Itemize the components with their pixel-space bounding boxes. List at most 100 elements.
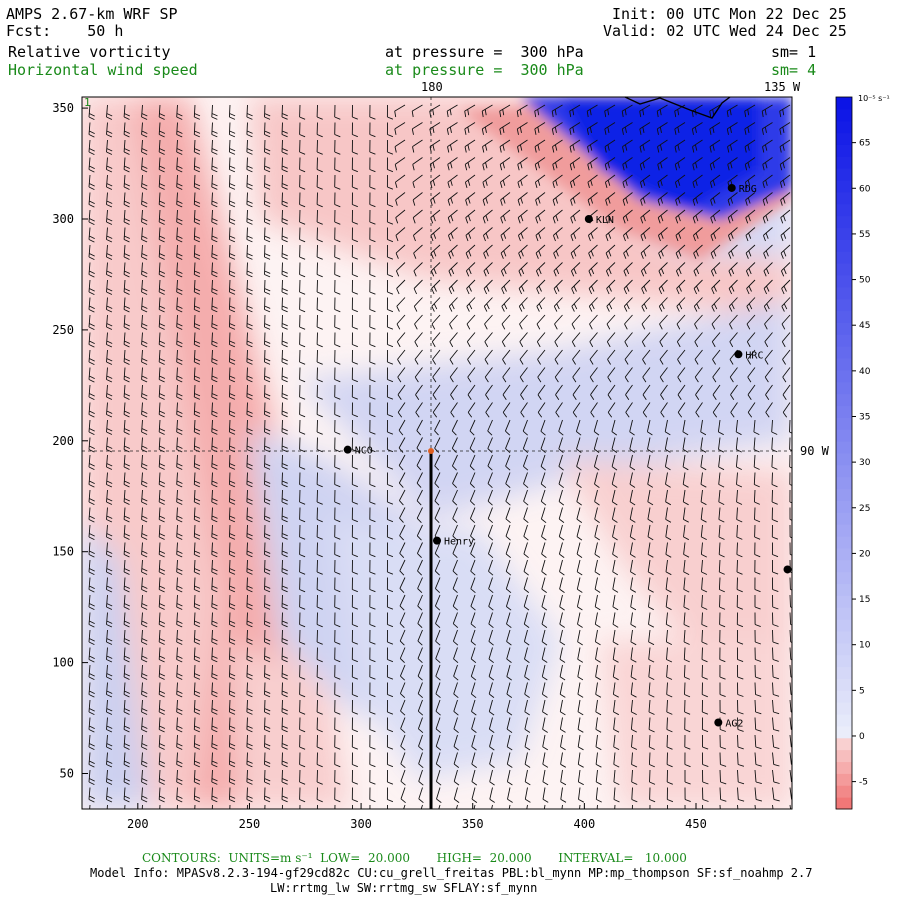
wind-barb	[657, 157, 668, 171]
wind-barb	[482, 139, 493, 153]
wind-barb	[431, 314, 441, 330]
wind-barb	[629, 524, 636, 541]
wind-barb	[281, 787, 288, 803]
wind-barb	[141, 682, 148, 698]
wind-barb	[106, 384, 113, 400]
wind-barb	[611, 454, 618, 471]
wind-barb	[141, 489, 148, 505]
wind-barb	[611, 472, 618, 488]
wind-barb	[123, 367, 130, 383]
wind-barb	[737, 804, 739, 809]
wind-barb	[612, 559, 619, 576]
wind-barb	[517, 192, 528, 206]
wind-barb	[369, 209, 376, 225]
wind-barb	[141, 279, 148, 295]
wind-barb	[193, 559, 201, 575]
wind-barb	[502, 367, 511, 383]
wind-barb	[499, 122, 511, 135]
wind-barb	[737, 717, 744, 732]
wind-barb	[123, 682, 130, 698]
wind-barb	[517, 139, 528, 153]
wind-barb	[534, 174, 546, 189]
wind-barb	[641, 279, 651, 295]
wind-barb	[88, 402, 95, 418]
wind-barb	[675, 209, 686, 224]
wind-barb	[299, 332, 306, 348]
wind-barb	[246, 419, 253, 435]
wind-barb	[299, 384, 306, 400]
wind-barb	[176, 104, 183, 120]
wind-barb	[351, 332, 358, 348]
wind-barb	[211, 629, 218, 645]
wind-barb	[735, 454, 743, 471]
colorbar-segment	[836, 144, 852, 157]
wind-barb	[465, 262, 476, 277]
wind-barb	[536, 332, 546, 348]
wind-barb	[684, 682, 691, 698]
wind-barb	[588, 279, 598, 295]
station-label: AG2	[725, 718, 743, 729]
wind-barb	[630, 559, 636, 576]
wind-barb	[176, 647, 183, 663]
wind-barb	[467, 367, 476, 383]
wind-barb	[647, 489, 654, 506]
wind-barb	[246, 437, 253, 453]
wind-barb	[88, 209, 95, 226]
wind-barb	[735, 437, 742, 453]
wind-barb	[316, 682, 323, 698]
wind-barb	[771, 524, 779, 540]
wind-barb	[351, 489, 358, 505]
wind-barb	[264, 349, 271, 365]
wind-barb	[334, 594, 341, 610]
wind-barb	[386, 157, 394, 173]
wind-barb	[316, 647, 323, 663]
wind-barb	[604, 139, 616, 153]
wind-barb	[386, 349, 394, 365]
wind-barb	[572, 384, 581, 400]
colorbar-segment	[836, 476, 852, 490]
wind-barb	[648, 752, 655, 768]
y-tick-label: 350	[52, 101, 74, 115]
wind-barb	[762, 174, 773, 189]
wind-barb	[106, 244, 113, 260]
wind-barb	[658, 244, 668, 259]
wind-barb	[552, 209, 563, 224]
wind-barb	[211, 314, 218, 330]
wind-barb	[88, 769, 95, 786]
wind-barb	[438, 804, 441, 809]
wind-barb	[586, 104, 598, 118]
wind-barb	[595, 752, 602, 768]
wind-barb	[228, 699, 236, 715]
wind-barb	[675, 227, 686, 242]
colorbar-unit: 10⁻⁵ s⁻¹	[858, 94, 890, 103]
wind-barb	[485, 402, 493, 418]
wind-barb	[505, 594, 512, 611]
wind-barb	[594, 629, 601, 646]
wind-barb	[88, 682, 95, 698]
wind-barb	[211, 577, 218, 593]
colorbar-segment	[836, 346, 852, 359]
wind-barb	[735, 419, 742, 436]
colorbar-segment	[836, 322, 852, 335]
wind-barb	[228, 664, 236, 680]
wind-barb	[683, 612, 690, 628]
wind-barb	[412, 139, 423, 153]
wind-barb	[123, 139, 130, 155]
wind-barb	[434, 559, 441, 576]
colorbar-tick-label: 15	[859, 595, 870, 605]
wind-barb	[281, 804, 283, 809]
wind-barb	[761, 104, 773, 118]
wind-barb	[656, 104, 668, 118]
wind-barb	[141, 787, 148, 803]
wind-barb	[176, 332, 183, 348]
wind-barb	[334, 752, 341, 768]
wind-barb	[765, 384, 773, 400]
wind-barb	[351, 209, 358, 225]
wind-barb	[737, 682, 744, 697]
wind-barb	[106, 157, 113, 173]
wind-barb	[299, 577, 306, 593]
wind-barb	[141, 332, 148, 348]
wind-barb	[736, 489, 743, 505]
coastline	[624, 96, 731, 119]
